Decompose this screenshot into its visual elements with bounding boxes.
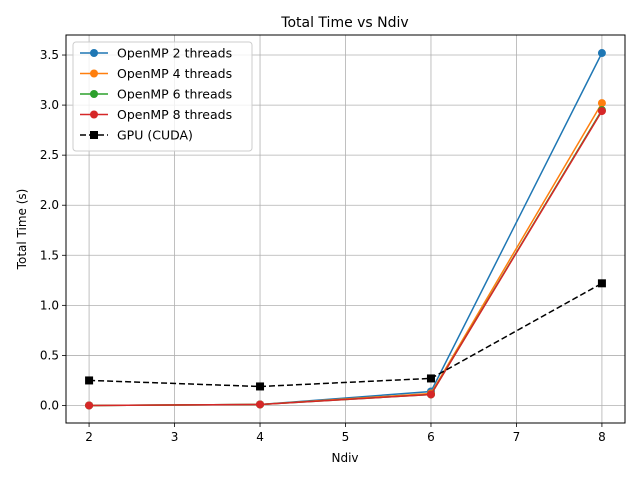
legend-marker xyxy=(90,131,98,139)
data-point xyxy=(597,279,606,288)
y-tick-label: 1.0 xyxy=(40,298,59,312)
legend-label: GPU (CUDA) xyxy=(117,128,193,143)
data-point xyxy=(597,107,606,116)
legend-marker xyxy=(90,90,98,98)
data-point xyxy=(426,390,435,399)
x-axis-ticks: 2 3 4 5 6 7 8 xyxy=(85,423,606,444)
y-tick-label: 1.5 xyxy=(40,248,59,262)
series-line xyxy=(89,110,603,407)
x-axis-label: Ndiv xyxy=(331,451,358,465)
grid xyxy=(66,35,625,423)
legend-marker xyxy=(90,110,98,119)
legend: OpenMP 2 threads OpenMP 4 threads OpenMP 6… xyxy=(72,41,253,152)
legend-entry: OpenMP 6 threads xyxy=(80,87,232,102)
x-tick-label: 4 xyxy=(256,430,264,444)
x-tick-label: 3 xyxy=(171,430,179,444)
x-tick-label: 2 xyxy=(85,430,93,444)
y-tick-label: 3.5 xyxy=(40,48,59,62)
data-point xyxy=(597,99,606,108)
x-tick-label: 5 xyxy=(342,430,350,444)
x-tick-label: 7 xyxy=(513,430,521,444)
legend-entry: OpenMP 8 threads xyxy=(80,107,232,122)
legend-marker xyxy=(90,49,98,57)
data-point xyxy=(426,374,435,383)
y-axis-ticks: 0.0 0.5 1.0 1.5 2.0 2.5 3.0 3.5 xyxy=(40,48,66,412)
y-tick-label: 0.0 xyxy=(40,398,59,412)
y-tick-label: 2.0 xyxy=(40,198,59,212)
legend-label: OpenMP 8 threads xyxy=(117,107,232,122)
legend-label: OpenMP 6 threads xyxy=(117,87,232,102)
legend-box xyxy=(72,41,253,152)
data-point xyxy=(256,382,265,391)
y-axis-label: Total Time (s) xyxy=(15,189,29,271)
data-point xyxy=(256,400,265,409)
x-tick-label: 6 xyxy=(427,430,435,444)
chart-title: Total Time vs Ndiv xyxy=(280,15,408,31)
series-3 xyxy=(85,107,606,410)
legend-entry: OpenMP 2 threads xyxy=(80,46,232,61)
data-point xyxy=(85,376,94,385)
data-point xyxy=(85,401,94,410)
y-tick-label: 2.5 xyxy=(40,148,59,162)
y-tick-label: 3.0 xyxy=(40,98,59,112)
data-point xyxy=(597,49,606,58)
x-tick-label: 8 xyxy=(598,430,606,444)
legend-label: OpenMP 4 threads xyxy=(117,66,232,81)
legend-marker xyxy=(90,69,98,78)
legend-entry: OpenMP 4 threads xyxy=(80,66,232,81)
series-line xyxy=(89,282,603,388)
legend-label: OpenMP 2 threads xyxy=(117,46,232,61)
legend-entry: GPU (CUDA) xyxy=(80,128,193,143)
y-tick-label: 0.5 xyxy=(40,348,59,362)
series-4 xyxy=(85,279,606,391)
series-group xyxy=(85,49,606,410)
